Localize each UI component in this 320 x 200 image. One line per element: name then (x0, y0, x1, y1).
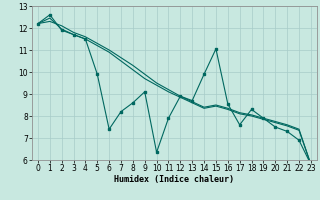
X-axis label: Humidex (Indice chaleur): Humidex (Indice chaleur) (115, 175, 234, 184)
